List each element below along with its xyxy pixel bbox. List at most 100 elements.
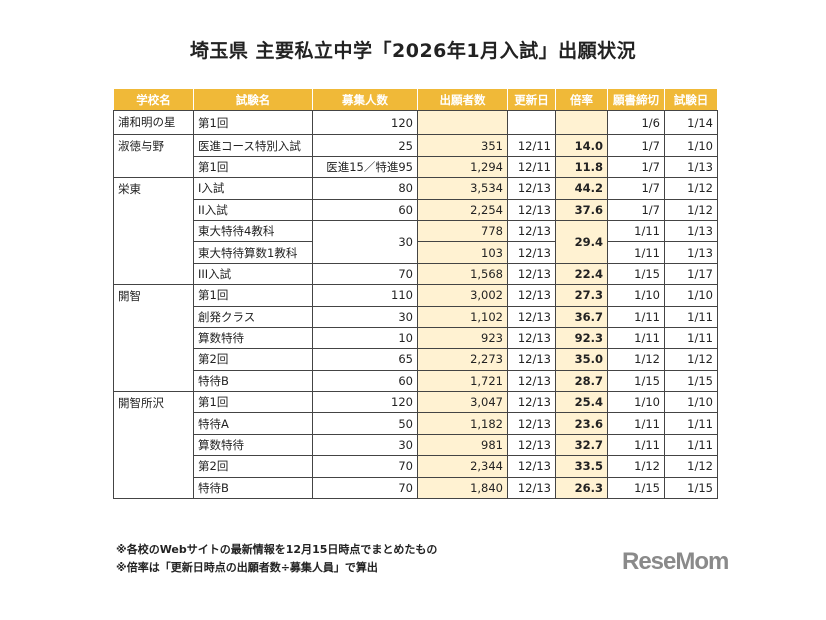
cell-exam-date: 1/14 <box>664 109 718 136</box>
cell-exam-date: 1/12 <box>664 455 718 478</box>
cell-exam-date: 1/11 <box>664 433 718 457</box>
cell-capacity: 70 <box>312 262 418 286</box>
header-exam-date: 試験日 <box>664 88 718 111</box>
cell-exam: 特待B <box>193 476 313 500</box>
cell-applicants: 1,182 <box>417 412 508 435</box>
cell-exam: 算数特待 <box>193 433 313 457</box>
cell-exam: III入試 <box>193 262 313 286</box>
cell-applicants: 3,534 <box>417 177 508 200</box>
cell-updated: 12/13 <box>507 348 556 371</box>
cell-ratio: 27.3 <box>555 284 608 307</box>
cell-updated: 12/13 <box>507 476 556 500</box>
cell-ratio: 11.8 <box>555 155 608 179</box>
cell-applicants: 3,047 <box>417 391 508 414</box>
cell-school: 浦和明の星 <box>113 109 194 136</box>
cell-applicants: 2,273 <box>417 348 508 371</box>
cell-updated: 12/13 <box>507 241 556 264</box>
cell-ratio: 26.3 <box>555 476 608 500</box>
cell-capacity: 25 <box>312 134 418 157</box>
table-row: 特待B 70 1,840 12/13 26.3 1/15 1/15 <box>114 476 718 500</box>
cell-exam: 特待B <box>193 369 313 393</box>
cell-ratio: 22.4 <box>555 262 608 286</box>
cell-exam-date: 1/11 <box>664 326 718 350</box>
cell-exam-date: 1/11 <box>664 412 718 435</box>
cell-deadline: 1/12 <box>607 348 665 371</box>
table-row: 算数特待 30 981 12/13 32.7 1/11 1/11 <box>114 433 718 457</box>
cell-exam: 第1回 <box>193 284 313 307</box>
cell-applicants: 103 <box>417 241 508 264</box>
cell-capacity: 80 <box>312 177 418 200</box>
cell-capacity: 60 <box>312 369 418 393</box>
header-ratio: 倍率 <box>555 88 608 111</box>
cell-exam-date: 1/15 <box>664 476 718 500</box>
footnote: ※倍率は「更新日時点の出願者数÷募集人員」で算出 <box>116 561 378 574</box>
cell-deadline: 1/11 <box>607 326 665 350</box>
cell-exam-date: 1/15 <box>664 369 718 393</box>
cell-capacity: 70 <box>312 455 418 478</box>
cell-updated: 12/13 <box>507 284 556 307</box>
table-row: 特待B 60 1,721 12/13 28.7 1/15 1/15 <box>114 369 718 393</box>
cell-deadline: 1/7 <box>607 134 665 157</box>
header-deadline: 願書締切 <box>607 88 665 111</box>
cell-school: 淑徳与野 <box>113 134 194 179</box>
cell-updated: 12/13 <box>507 326 556 350</box>
cell-applicants: 1,294 <box>417 155 508 179</box>
cell-applicants: 2,344 <box>417 455 508 478</box>
cell-deadline: 1/15 <box>607 369 665 393</box>
cell-capacity: 110 <box>312 284 418 307</box>
cell-updated: 12/13 <box>507 219 556 243</box>
cell-applicants: 1,840 <box>417 476 508 500</box>
table-row: 東大特待4教科 30 778 12/13 29.4 1/11 1/13 <box>114 219 718 264</box>
cell-exam: 医進コース特別入試 <box>193 134 313 157</box>
cell-ratio: 25.4 <box>555 391 608 414</box>
header-updated: 更新日 <box>507 88 556 111</box>
cell-exam: 創発クラス <box>193 305 313 328</box>
cell-ratio: 33.5 <box>555 455 608 478</box>
cell-applicants: 1,102 <box>417 305 508 328</box>
cell-updated: 12/13 <box>507 177 556 200</box>
cell-ratio <box>555 109 608 136</box>
table-row: 淑徳与野 医進コース特別入試 25 351 12/11 14.0 1/7 1/10 <box>113 134 718 179</box>
cell-exam: 第2回 <box>193 455 313 478</box>
cell-deadline: 1/11 <box>607 219 665 243</box>
cell-exam: 特待A <box>193 412 313 435</box>
table-row: 開智所沢 第1回 120 3,047 12/13 25.4 1/10 1/10 <box>113 391 718 500</box>
cell-ratio: 14.0 <box>555 134 608 157</box>
table-row: II入試 60 2,254 12/13 37.6 1/7 1/12 <box>114 198 718 221</box>
table-row: 栄東 I入試 80 3,534 12/13 44.2 1/7 1/12 <box>113 177 718 286</box>
cell-ratio: 29.4 <box>555 219 608 264</box>
cell-ratio: 28.7 <box>555 369 608 393</box>
cell-updated: 12/13 <box>507 369 556 393</box>
cell-ratio: 44.2 <box>555 177 608 200</box>
cell-capacity: 50 <box>312 412 418 435</box>
cell-deadline: 1/11 <box>607 305 665 328</box>
cell-deadline: 1/7 <box>607 198 665 221</box>
cell-applicants: 981 <box>417 433 508 457</box>
table-row: 算数特待 10 923 12/13 92.3 1/11 1/11 <box>114 326 718 350</box>
cell-deadline: 1/10 <box>607 284 665 307</box>
cell-deadline: 1/7 <box>607 177 665 200</box>
cell-updated: 12/13 <box>507 455 556 478</box>
cell-exam-date: 1/13 <box>664 241 718 264</box>
cell-exam: II入試 <box>193 198 313 221</box>
cell-exam: 第1回 <box>193 391 313 414</box>
cell-updated <box>507 109 556 136</box>
cell-capacity: 60 <box>312 198 418 221</box>
table-row: 浦和明の星 第1回 120 1/6 1/14 <box>113 109 718 136</box>
footnotes: ※各校のWebサイトの最新情報を12月15日時点でまとめたもの ※倍率は「更新日… <box>116 541 437 577</box>
cell-exam: 東大特待4教科 <box>193 219 313 243</box>
cell-capacity: 10 <box>312 326 418 350</box>
cell-deadline: 1/11 <box>607 241 665 264</box>
cell-school: 開智 <box>113 284 194 393</box>
cell-updated: 12/13 <box>507 412 556 435</box>
cell-exam: 算数特待 <box>193 326 313 350</box>
cell-ratio: 36.7 <box>555 305 608 328</box>
cell-ratio: 37.6 <box>555 198 608 221</box>
cell-deadline: 1/12 <box>607 455 665 478</box>
cell-deadline: 1/10 <box>607 391 665 414</box>
table-row: 東大特待算数1教科 103 12/13 1/11 1/13 <box>114 241 718 264</box>
application-status-table: 学校名 試験名 募集人数 出願者数 更新日 倍率 願書締切 試験日 浦和明の星 第1回 120 1/… <box>113 88 718 500</box>
table-row: 第2回 70 2,344 12/13 33.5 1/12 1/12 <box>114 455 718 478</box>
cell-ratio: 32.7 <box>555 433 608 457</box>
cell-school: 栄東 <box>113 177 194 286</box>
